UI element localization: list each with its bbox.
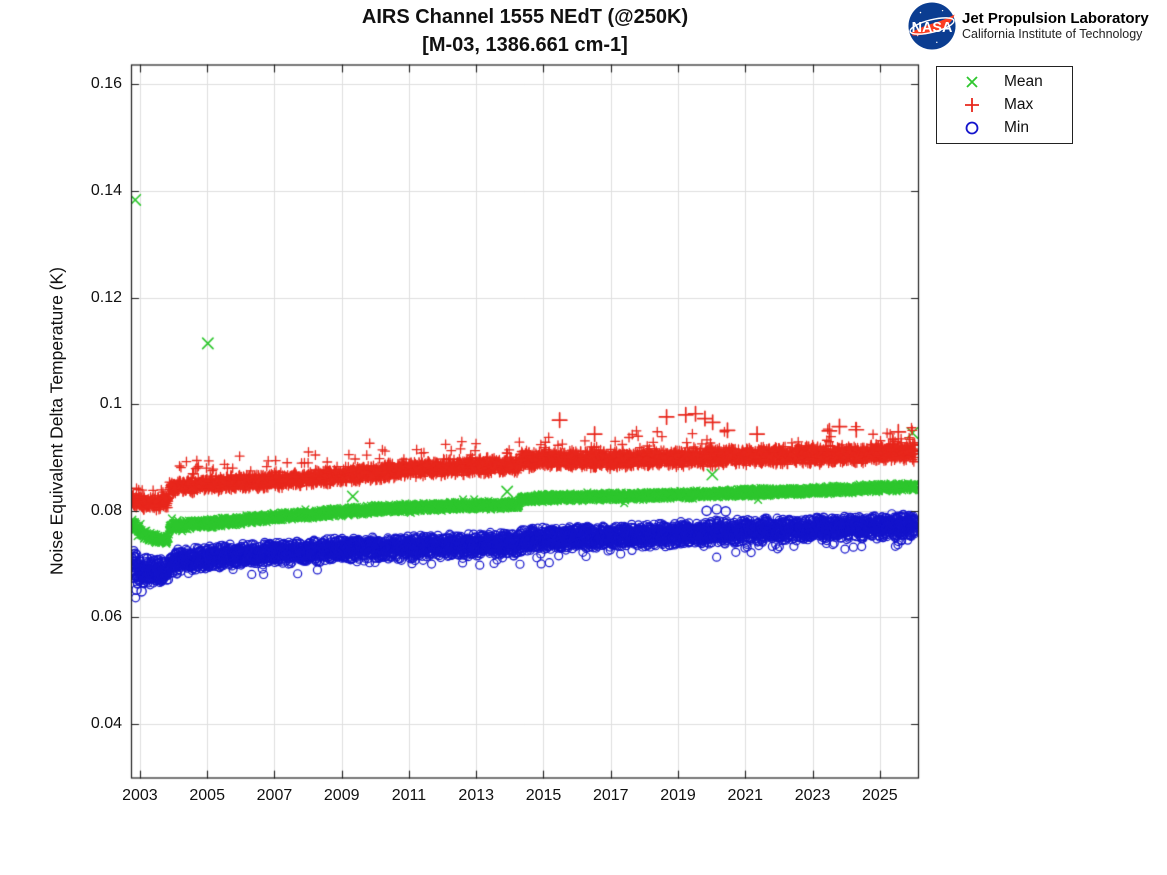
y-tick-label: 0.06	[90, 608, 122, 626]
x-tick-label: 2015	[525, 787, 562, 804]
nasa-insignia-icon: NASA	[908, 2, 956, 50]
y-axis-title: Noise Equivalent Delta Temperature (K)	[46, 266, 67, 576]
x-tick-label: 2025	[862, 787, 898, 804]
chart-title-line2: [M-03, 1386.661 cm-1]	[422, 34, 628, 56]
legend-item: Mean	[937, 71, 1072, 94]
chart-title: AIRS Channel 1555 NEdT (@250K) [M-03, 13…	[131, 3, 919, 59]
caltech-name: California Institute of Technology	[962, 27, 1143, 41]
y-tick-label: 0.12	[90, 288, 122, 306]
legend-label: Min	[1004, 118, 1029, 136]
x-tick-label: 2003	[122, 787, 158, 804]
mean-marker-icon	[966, 76, 978, 88]
x-tick-label: 2023	[794, 787, 831, 804]
legend: Mean Max Min	[936, 66, 1073, 144]
jpl-logo-text: Jet Propulsion Laboratory California Ins…	[962, 10, 1149, 42]
y-tick-label: 0.08	[90, 501, 122, 519]
x-tick-label: 2009	[323, 787, 360, 804]
jpl-name: Jet Propulsion Laboratory	[962, 10, 1149, 27]
x-tick-label: 2005	[189, 787, 225, 804]
legend-label: Mean	[1004, 73, 1043, 91]
chart-title-line1: AIRS Channel 1555 NEdT (@250K)	[361, 6, 689, 28]
x-tick-label: 2007	[256, 787, 293, 804]
max-marker-icon	[965, 98, 979, 112]
y-tick-label: 0.14	[90, 181, 122, 199]
y-tick-label: 0.1	[99, 395, 122, 413]
min-marker-icon	[965, 121, 979, 135]
x-tick-label: 2019	[660, 787, 696, 804]
x-tick-label: 2017	[592, 787, 629, 804]
nasa-swoosh	[910, 14, 955, 36]
legend-label: Max	[1004, 96, 1034, 113]
legend-item: Min	[937, 116, 1072, 139]
nasa-wordmark: NASA	[912, 20, 953, 36]
x-tick-label: 2011	[391, 787, 427, 804]
y-tick-label: 0.04	[90, 715, 122, 733]
x-tick-label: 2021	[727, 787, 764, 804]
x-tick-label: 2013	[458, 787, 495, 804]
legend-item: Max	[937, 94, 1072, 117]
y-tick-label: 0.16	[90, 75, 122, 93]
nasa-jpl-logo: NASA Jet Propulsion Laboratory Californi…	[908, 2, 1149, 50]
